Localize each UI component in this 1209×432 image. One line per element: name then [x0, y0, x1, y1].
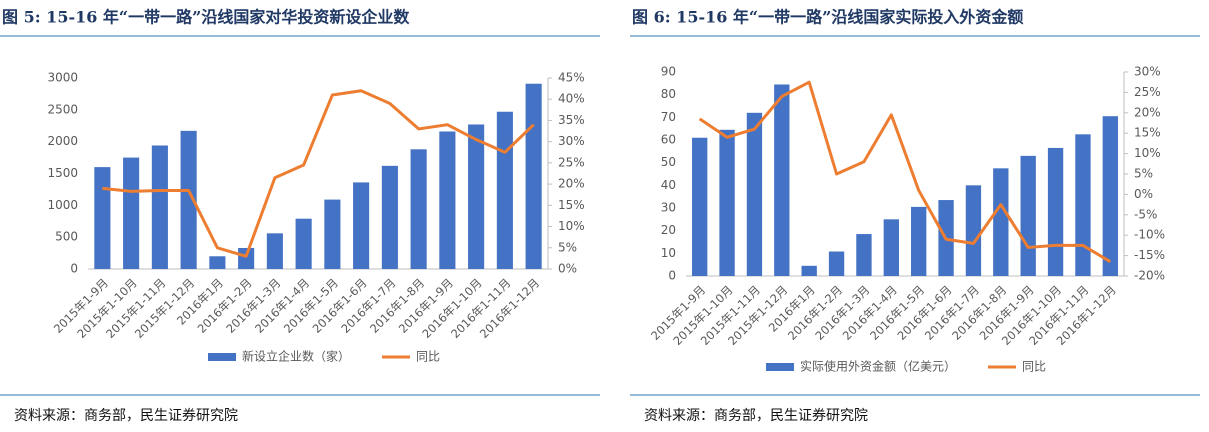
y-tick-label: 70	[661, 110, 676, 124]
bar	[1020, 155, 1036, 276]
chart-title: 图 6: 15-16 年“一带一路”沿线国家实际投入外资金额	[632, 8, 1023, 27]
y2-tick-label: 40%	[558, 92, 585, 106]
y2-tick-label: 5%	[558, 240, 577, 254]
y-tick-label: 0	[70, 262, 78, 276]
bar	[151, 145, 168, 269]
bar	[525, 83, 542, 269]
bar	[993, 168, 1009, 276]
y-tick-label: 2500	[47, 102, 78, 116]
y-tick-label: 60	[661, 133, 676, 147]
bar	[324, 199, 341, 269]
legend-label: 实际使用外资金额（亿美元）	[800, 359, 956, 374]
bar	[94, 167, 111, 269]
y-tick-label: 1500	[47, 166, 78, 180]
source-note: 资料来源：商务部，民生证券研究院	[14, 408, 238, 424]
y2-tick-label: -20%	[1134, 269, 1165, 283]
bar	[439, 131, 456, 269]
y2-tick-label: 15%	[558, 198, 585, 212]
bar	[692, 137, 708, 276]
bar	[353, 182, 370, 269]
source-note: 资料来源：商务部，民生证券研究院	[644, 408, 868, 424]
y-tick-label: 3000	[47, 71, 78, 85]
bar	[1047, 147, 1064, 276]
bar	[719, 129, 735, 276]
y2-tick-label: 0%	[558, 262, 577, 276]
bar	[123, 157, 140, 269]
bar	[381, 165, 398, 269]
y2-tick-label: 15%	[1134, 126, 1161, 140]
bar	[1075, 134, 1091, 276]
y2-tick-label: 45%	[558, 71, 585, 85]
y2-tick-label: 10%	[558, 219, 585, 233]
legend-label: 同比	[416, 350, 440, 364]
y2-tick-label: -10%	[1134, 228, 1165, 242]
chart-title: 图 5: 15-16 年“一带一路”沿线国家对华投资新设企业数	[2, 8, 410, 27]
bar	[746, 112, 763, 276]
legend-label: 同比	[1022, 360, 1046, 374]
bar	[496, 111, 513, 269]
bar	[774, 84, 790, 276]
y-tick-label: 30	[661, 201, 676, 215]
y-tick-label: 80	[661, 87, 676, 101]
bar	[266, 233, 283, 269]
bar	[801, 265, 817, 276]
line	[698, 80, 1112, 264]
y2-tick-label: 35%	[558, 113, 585, 127]
y-tick-label: 0	[668, 269, 676, 283]
y-tick-label: 2000	[47, 134, 78, 148]
y2-tick-label: 20%	[1134, 105, 1161, 119]
y2-tick-label: -15%	[1134, 248, 1165, 262]
bar	[965, 185, 982, 276]
bar	[410, 149, 427, 269]
bar	[911, 206, 927, 276]
y-tick-label: 50	[661, 155, 676, 169]
bar	[295, 218, 312, 269]
bar	[828, 251, 845, 276]
line	[102, 89, 535, 258]
y2-tick-label: -5%	[1134, 207, 1157, 221]
y2-tick-label: 10%	[1134, 146, 1161, 160]
y2-tick-label: 5%	[1134, 167, 1153, 181]
bar	[180, 130, 197, 269]
y2-tick-label: 0%	[1134, 187, 1153, 201]
y2-tick-label: 25%	[558, 155, 585, 169]
y-tick-label: 10	[661, 246, 676, 260]
bar	[238, 247, 255, 269]
bar	[883, 219, 899, 276]
legend-label: 新设立企业数（家）	[242, 349, 350, 364]
bar	[468, 124, 485, 269]
y-tick-label: 20	[661, 223, 676, 237]
y2-tick-label: 30%	[1134, 65, 1161, 79]
bar	[209, 256, 226, 269]
y-tick-label: 90	[661, 65, 676, 79]
y2-tick-label: 30%	[558, 134, 585, 148]
legend-swatch	[208, 353, 236, 361]
y2-tick-label: 20%	[558, 177, 585, 191]
legend-swatch	[766, 363, 794, 371]
y2-tick-label: 25%	[1134, 85, 1161, 99]
bar	[1102, 116, 1118, 276]
bar	[856, 234, 872, 276]
y-tick-label: 500	[55, 230, 78, 244]
y-tick-label: 40	[661, 178, 676, 192]
y-tick-label: 1000	[47, 198, 78, 212]
